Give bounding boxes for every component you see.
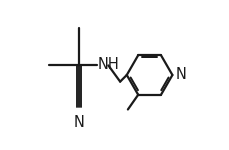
Text: NH: NH: [97, 57, 119, 72]
Text: N: N: [175, 68, 186, 82]
Text: N: N: [73, 115, 84, 130]
